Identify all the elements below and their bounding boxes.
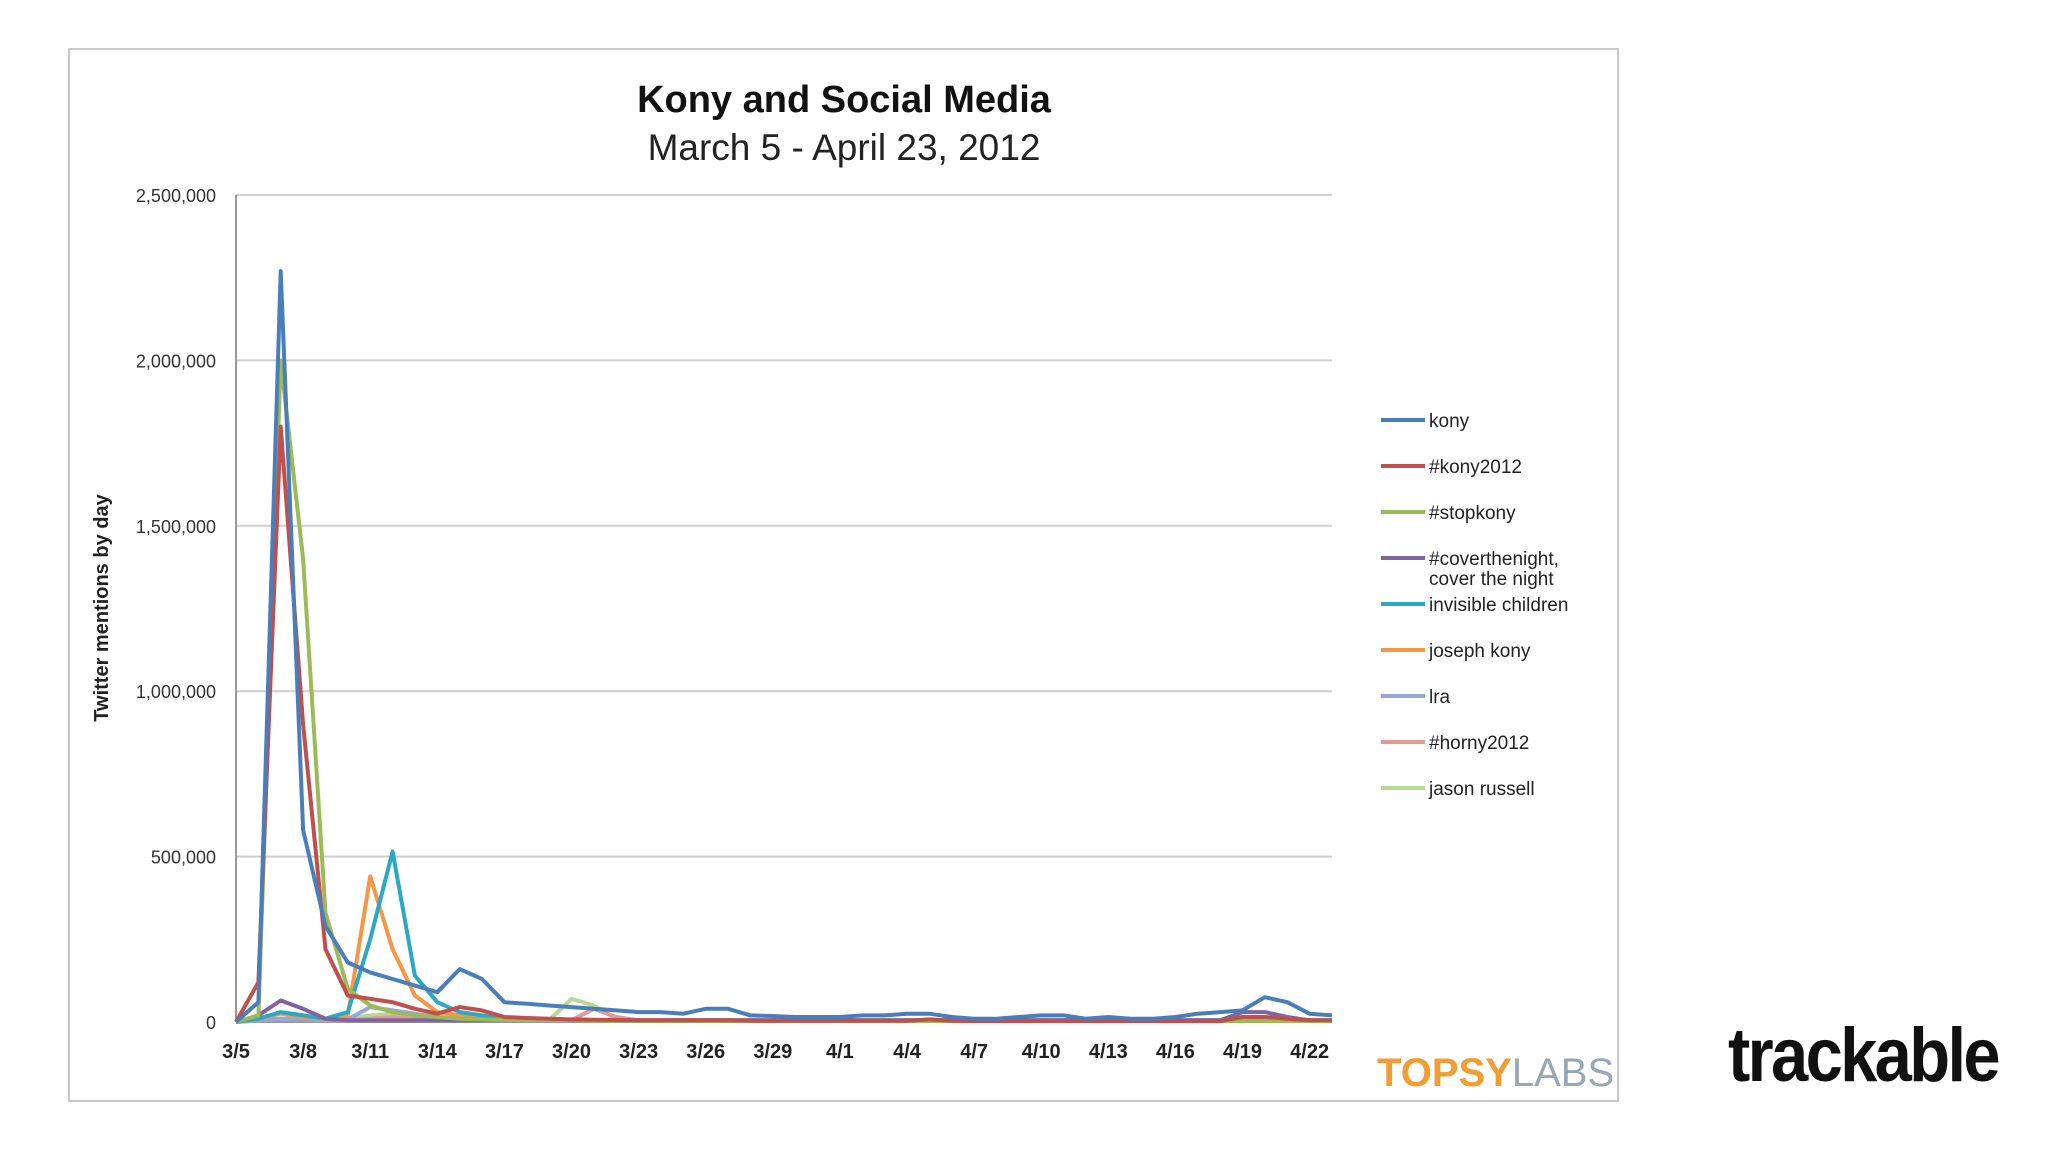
x-tick-label: 4/10: [1022, 1041, 1061, 1063]
x-tick-label: 3/26: [686, 1041, 725, 1063]
x-tick-label: 3/14: [418, 1041, 458, 1063]
x-tick-label: 3/11: [351, 1041, 389, 1063]
legend-item: jason russell: [1381, 779, 1535, 800]
x-tick-label: 4/16: [1156, 1041, 1195, 1063]
legend-item: #horny2012: [1381, 733, 1529, 754]
legend-label: #kony2012: [1429, 457, 1522, 478]
x-tick-label: 4/7: [960, 1041, 988, 1063]
topsy-brand-suffix: LABS: [1512, 1051, 1614, 1095]
x-tick-label: 4/13: [1089, 1041, 1128, 1063]
line-chart: Kony and Social Media March 5 - April 23…: [91, 79, 1614, 1095]
y-tick-label: 2,500,000: [136, 186, 216, 206]
legend-label: invisible children: [1429, 595, 1568, 616]
topsy-brand: TOPSYLABS: [1377, 1051, 1614, 1095]
series-line-invisible-children: [235, 849, 1332, 1024]
series-line-kony: [234, 269, 1333, 1024]
y-tick-label: 500,000: [151, 848, 216, 868]
legend-item: invisible children: [1381, 595, 1568, 616]
legend-item: #coverthenight, cover the night: [1381, 549, 1559, 590]
legend-label: #horny2012: [1429, 733, 1529, 754]
y-tick-label: 1,000,000: [136, 682, 216, 702]
y-tick-label: 1,500,000: [136, 517, 216, 537]
chart-title: Kony and Social Media: [637, 79, 1052, 121]
chart-frame: Kony and Social Media March 5 - April 23…: [68, 48, 1619, 1102]
legend-label: kony: [1429, 411, 1470, 432]
legend-item: kony: [1381, 411, 1470, 432]
legend-item: #kony2012: [1381, 457, 1522, 478]
y-axis-label: Twitter mentions by day: [91, 493, 113, 721]
legend-label: lra: [1429, 687, 1451, 708]
x-tick-label: 3/5: [222, 1041, 250, 1063]
x-tick-label: 3/8: [289, 1041, 317, 1063]
x-tick-label: 3/29: [753, 1041, 792, 1063]
series-line-kony2012: [234, 424, 1332, 1023]
x-tick-label: 3/23: [619, 1041, 658, 1063]
legend-label: #stopkony: [1429, 503, 1516, 524]
x-tick-label: 4/19: [1223, 1041, 1262, 1063]
trackable-logo: trackable: [1728, 1013, 2001, 1098]
y-tick-label: 2,000,000: [136, 351, 216, 371]
legend-label: #coverthenight, cover the night: [1429, 549, 1559, 590]
x-tick-label: 3/17: [485, 1041, 524, 1063]
legend-label: joseph kony: [1428, 641, 1531, 662]
topsy-brand-name: TOPSY: [1377, 1051, 1512, 1095]
y-tick-label: 0: [206, 1013, 216, 1033]
x-tick-label: 4/22: [1290, 1041, 1329, 1063]
chart-subtitle: March 5 - April 23, 2012: [648, 127, 1041, 168]
legend-label: jason russell: [1428, 779, 1535, 800]
x-tick-label: 4/4: [893, 1041, 922, 1063]
x-tick-label: 4/1: [826, 1041, 854, 1063]
legend-item: lra: [1381, 687, 1451, 708]
legend-item: joseph kony: [1381, 641, 1531, 662]
legend-item: #stopkony: [1381, 503, 1516, 524]
x-tick-label: 3/20: [552, 1041, 591, 1063]
